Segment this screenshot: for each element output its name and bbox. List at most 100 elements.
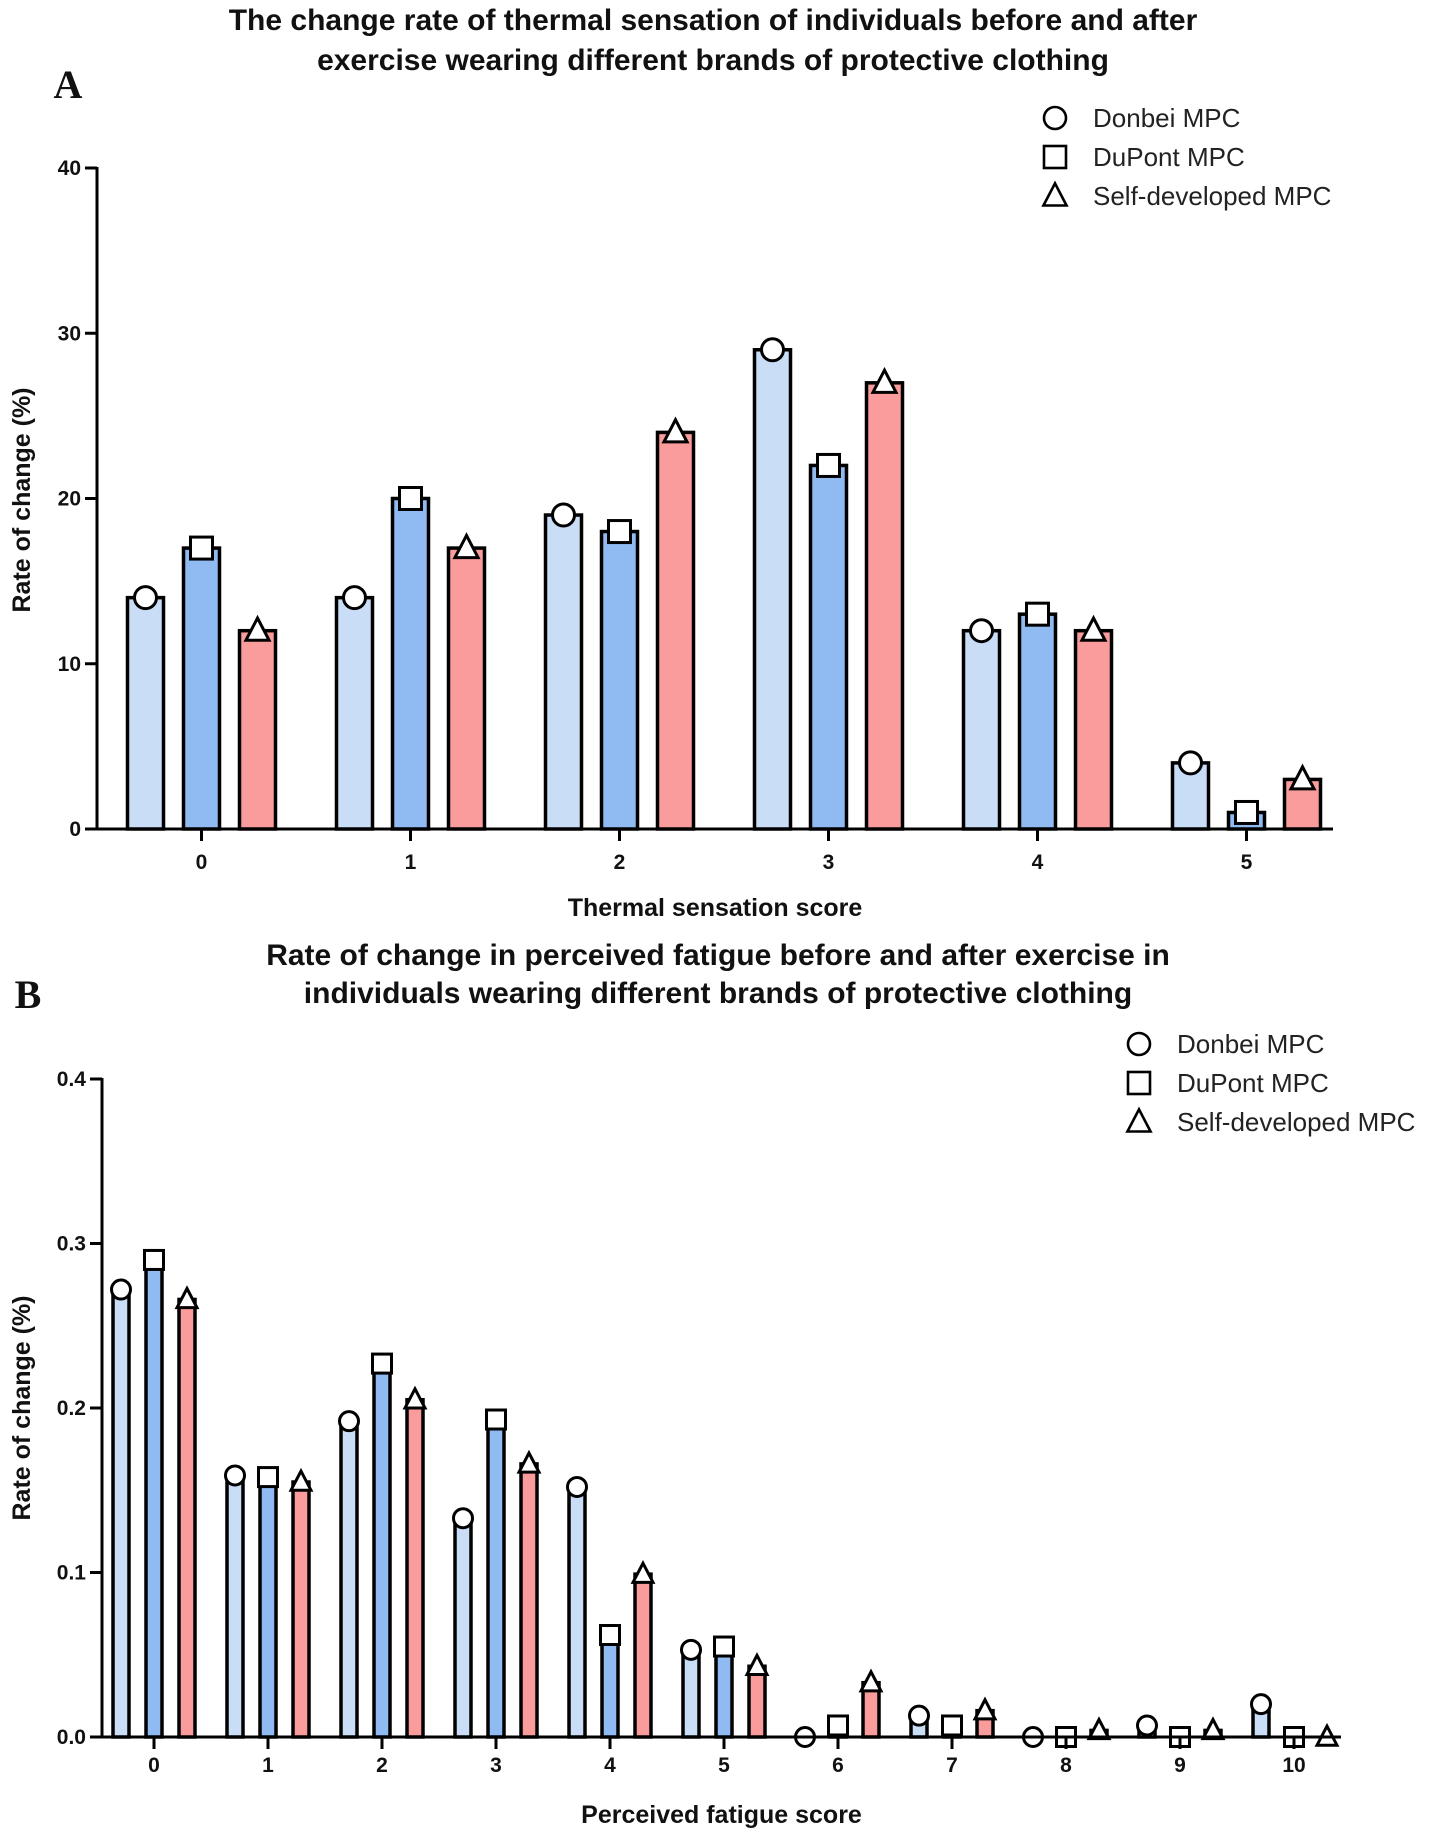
- chart-b-y-tick-label: 0.3: [57, 1233, 86, 1256]
- chart-b-point-triangle-marker: [744, 1652, 770, 1676]
- chart-a-point-square-marker: [607, 519, 632, 545]
- chart-a-panel-letter: A: [54, 62, 83, 107]
- chart-a-point-triangle-marker: [1288, 763, 1317, 791]
- chart-b-x-tick-label: 1: [262, 1754, 274, 1777]
- chart-b-point-triangle-marker: [858, 1668, 884, 1693]
- chart-a-title-line: exercise wearing different brands of pro…: [317, 44, 1109, 77]
- chart-b-point-circle-marker: [1136, 1714, 1158, 1737]
- chart-a-x-tick-label: 3: [823, 851, 835, 874]
- chart-b-point-triangle-marker: [1086, 1716, 1112, 1741]
- chart-a-bar: [655, 430, 696, 831]
- chart-a-point-circle-marker: [133, 585, 158, 611]
- chart-b-x-tick-label: 0: [148, 1754, 160, 1777]
- chart-b-legend-square-icon: [1126, 1070, 1152, 1096]
- chart-a-bar: [1017, 612, 1058, 831]
- chart-a-point-circle-marker: [1178, 750, 1203, 776]
- chart-a-point-circle-marker: [969, 618, 994, 644]
- chart-a-point-square-marker: [1234, 799, 1259, 825]
- chart-b-bar: [600, 1633, 620, 1739]
- chart-a-x-axis-title: Thermal sensation score: [568, 894, 863, 922]
- chart-b-x-tick-label: 7: [946, 1754, 958, 1777]
- chart-a-y-tick-label: 30: [58, 322, 81, 345]
- chart-a-x-tick-label: 0: [196, 851, 208, 874]
- chart-a-legend-square-icon: [1042, 144, 1068, 170]
- chart-b-y-tick-label: 0.2: [57, 1397, 86, 1420]
- chart-b-point-triangle-marker: [630, 1559, 656, 1584]
- chart-b-point-circle-marker: [566, 1475, 588, 1498]
- chart-a-y-axis-title: Rate of change (%): [8, 387, 36, 612]
- chart-b-point-square-marker: [485, 1408, 507, 1431]
- chart-b-x-tick-label: 3: [490, 1754, 502, 1777]
- chart-a-x-tick-label: 1: [405, 851, 417, 874]
- chart-a-point-square-marker: [398, 486, 423, 511]
- chart-b-y-tick-label: 0.0: [57, 1726, 86, 1749]
- chart-b-point-circle-marker: [110, 1278, 132, 1301]
- chart-b-point-circle-marker: [908, 1704, 930, 1727]
- chart-a-bar: [125, 595, 166, 831]
- chart-a-bar: [390, 496, 431, 831]
- chart-a-point-circle-marker: [551, 502, 576, 528]
- chart-b-y-tick-label: 0.4: [57, 1068, 87, 1091]
- chart-b-point-square-marker: [257, 1466, 279, 1489]
- chart-b-bar: [225, 1473, 245, 1739]
- chart-a-x-tick-label: 5: [1241, 851, 1253, 874]
- chart-b-title-line: individuals wearing different brands of …: [304, 977, 1132, 1010]
- chart-a-bar: [1073, 628, 1114, 831]
- chart-b-legend-label: Self-developed MPC: [1177, 1107, 1415, 1137]
- chart-b-point-triangle-marker: [402, 1385, 428, 1410]
- chart-a-point-square-marker: [189, 535, 214, 561]
- chart-a-bar: [334, 595, 375, 831]
- chart-b-x-tick-label: 6: [832, 1754, 844, 1777]
- chart-b-point-circle-marker: [224, 1464, 246, 1487]
- chart-a-legend-triangle-icon: [1041, 180, 1069, 207]
- chart-b-bar: [258, 1475, 278, 1739]
- chart-b-bar: [372, 1361, 392, 1739]
- chart-b-point-square-marker: [827, 1714, 849, 1737]
- chart-b-legend-label: DuPont MPC: [1177, 1068, 1329, 1098]
- chart-b-x-tick-label: 9: [1174, 1754, 1186, 1777]
- chart-b-point-circle-marker: [452, 1507, 474, 1530]
- chart-b-point-square-marker: [713, 1635, 735, 1658]
- chart-b-x-axis-title: Perceived fatigue score: [581, 1801, 862, 1829]
- chart-a-bar: [181, 546, 222, 831]
- chart-b-point-square-marker: [371, 1352, 393, 1375]
- chart-a-bar: [808, 463, 849, 831]
- chart-b-bar: [111, 1287, 131, 1739]
- chart-a-y-tick-label: 0: [69, 818, 81, 841]
- chart-b-point-triangle-marker: [1200, 1716, 1226, 1741]
- chart-b-bar: [714, 1644, 734, 1739]
- chart-b-bar: [339, 1419, 359, 1739]
- chart-a-point-triangle-marker: [243, 614, 272, 642]
- chart-a-bar: [864, 381, 905, 831]
- chart-b-bar: [633, 1572, 653, 1739]
- chart-a-x-tick-label: 2: [614, 851, 626, 874]
- chart-b-point-square-marker: [599, 1624, 621, 1647]
- chart-a-legend-circle-icon: [1042, 105, 1068, 131]
- chart-b-point-circle-marker: [338, 1410, 360, 1433]
- chart-a-point-circle-marker: [760, 337, 785, 363]
- chart-a-legend-label: Self-developed MPC: [1093, 181, 1331, 211]
- chart-b-legend-label: Donbei MPC: [1177, 1029, 1324, 1059]
- chart-b-bar: [486, 1417, 506, 1739]
- chart-b-panel-letter: B: [15, 972, 42, 1017]
- chart-b-bar: [291, 1480, 311, 1739]
- chart-a-bar: [599, 529, 640, 831]
- chart-a-point-triangle-marker: [661, 416, 690, 444]
- chart-b-bar: [177, 1297, 197, 1739]
- chart-b-y-tick-label: 0.1: [57, 1562, 87, 1585]
- chart-b-point-triangle-marker: [972, 1696, 998, 1721]
- chart-b-y-axis-title: Rate of change (%): [8, 1295, 36, 1520]
- chart-b-legend-triangle-icon: [1125, 1106, 1153, 1133]
- chart-a-legend-label: DuPont MPC: [1093, 142, 1245, 172]
- chart-b-bar: [144, 1258, 164, 1739]
- chart-b-x-tick-label: 2: [376, 1754, 388, 1777]
- chart-b-point-circle-marker: [680, 1638, 702, 1661]
- chart-a-point-circle-marker: [342, 585, 367, 611]
- chart-a-point-square-marker: [1025, 601, 1050, 627]
- chart-a-bar: [237, 628, 278, 831]
- chart-b-point-triangle-marker: [288, 1467, 314, 1492]
- chart-b-point-square-marker: [143, 1248, 165, 1271]
- chart-b-bar: [405, 1398, 425, 1739]
- chart-a-point-square-marker: [816, 452, 841, 478]
